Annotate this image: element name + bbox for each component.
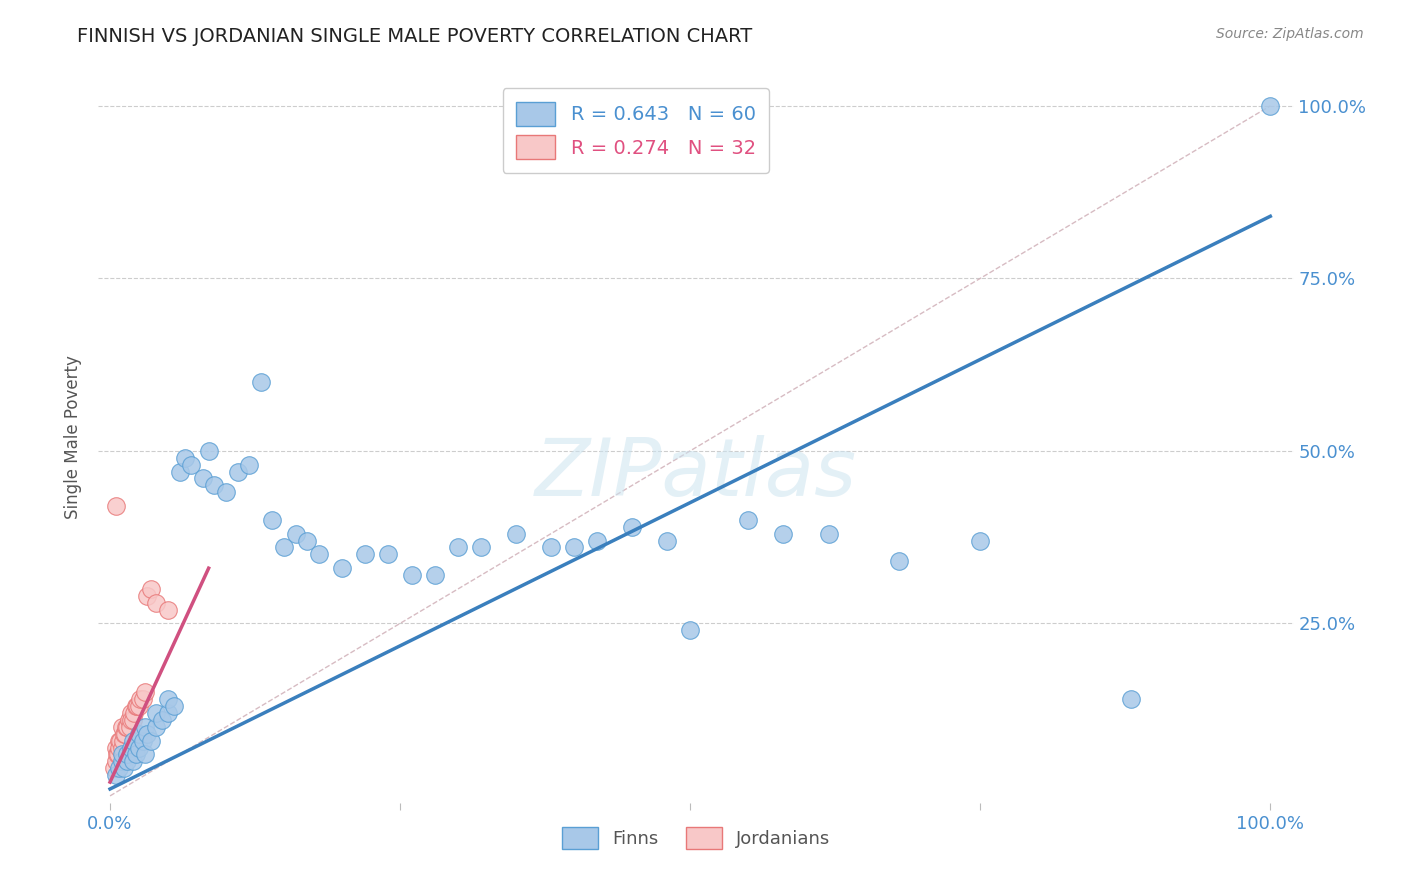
- Point: [112, 761, 135, 775]
- Point: [157, 706, 180, 720]
- Point: [330, 561, 353, 575]
- Point: [887, 554, 910, 568]
- Point: [139, 582, 162, 596]
- Point: [136, 727, 159, 741]
- Point: [197, 443, 219, 458]
- Point: [131, 692, 153, 706]
- Point: [104, 755, 127, 769]
- Point: [120, 713, 142, 727]
- Point: [354, 548, 377, 562]
- Point: [104, 768, 127, 782]
- Point: [284, 526, 307, 541]
- Point: [586, 533, 609, 548]
- Point: [111, 720, 134, 734]
- Point: [262, 513, 284, 527]
- Point: [120, 706, 142, 720]
- Point: [818, 526, 841, 541]
- Point: [124, 699, 146, 714]
- Point: [104, 740, 127, 755]
- Point: [204, 478, 226, 492]
- Point: [174, 450, 197, 465]
- Point: [120, 740, 142, 755]
- Point: [117, 720, 139, 734]
- Point: [447, 541, 470, 555]
- Point: [505, 526, 527, 541]
- Point: [107, 747, 129, 762]
- Point: [150, 713, 173, 727]
- Point: [134, 720, 156, 734]
- Point: [105, 747, 128, 762]
- Point: [969, 533, 991, 548]
- Point: [114, 727, 136, 741]
- Point: [562, 541, 585, 555]
- Point: [401, 568, 423, 582]
- Point: [226, 465, 249, 479]
- Point: [124, 706, 146, 720]
- Point: [111, 755, 134, 769]
- Point: [540, 541, 562, 555]
- Point: [679, 624, 702, 638]
- Point: [117, 755, 139, 769]
- Point: [125, 699, 148, 714]
- Point: [110, 733, 132, 747]
- Point: [157, 602, 180, 616]
- Point: [134, 747, 156, 762]
- Point: [470, 541, 492, 555]
- Point: [128, 727, 150, 741]
- Point: [145, 706, 167, 720]
- Point: [139, 733, 162, 747]
- Point: [115, 720, 138, 734]
- Point: [191, 471, 214, 485]
- Point: [621, 520, 644, 534]
- Point: [157, 692, 180, 706]
- Point: [104, 499, 127, 513]
- Point: [111, 740, 134, 755]
- Point: [129, 692, 152, 706]
- Point: [145, 596, 167, 610]
- Point: [145, 720, 167, 734]
- Point: [772, 526, 794, 541]
- Point: [103, 761, 125, 775]
- Point: [238, 458, 260, 472]
- Point: [163, 699, 186, 714]
- Point: [112, 727, 135, 741]
- Point: [111, 733, 134, 747]
- Point: [169, 465, 191, 479]
- Point: [136, 589, 159, 603]
- Point: [118, 720, 141, 734]
- Point: [108, 740, 131, 755]
- Point: [128, 740, 150, 755]
- Text: FINNISH VS JORDANIAN SINGLE MALE POVERTY CORRELATION CHART: FINNISH VS JORDANIAN SINGLE MALE POVERTY…: [77, 27, 752, 45]
- Point: [134, 685, 156, 699]
- Point: [377, 548, 399, 562]
- Point: [122, 755, 145, 769]
- Legend: Finns, Jordanians: Finns, Jordanians: [554, 820, 838, 856]
- Point: [117, 713, 139, 727]
- Point: [122, 733, 145, 747]
- Point: [180, 458, 202, 472]
- Point: [655, 533, 678, 548]
- Point: [1258, 99, 1281, 113]
- Point: [122, 713, 145, 727]
- Point: [108, 733, 131, 747]
- Point: [250, 375, 273, 389]
- Point: [128, 699, 150, 714]
- Point: [215, 485, 238, 500]
- Y-axis label: Single Male Poverty: Single Male Poverty: [65, 355, 83, 519]
- Point: [737, 513, 759, 527]
- Text: Source: ZipAtlas.com: Source: ZipAtlas.com: [1216, 27, 1364, 41]
- Point: [131, 733, 153, 747]
- Point: [308, 548, 330, 562]
- Text: ZIPatlas: ZIPatlas: [534, 434, 858, 513]
- Point: [111, 747, 134, 762]
- Point: [423, 568, 446, 582]
- Point: [297, 533, 319, 548]
- Point: [117, 747, 139, 762]
- Point: [273, 541, 295, 555]
- Point: [108, 761, 131, 775]
- Point: [1119, 692, 1142, 706]
- Point: [124, 747, 146, 762]
